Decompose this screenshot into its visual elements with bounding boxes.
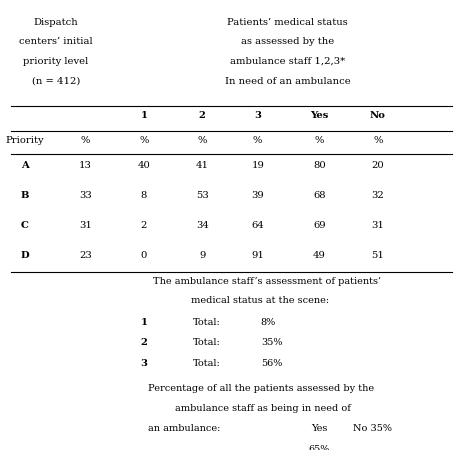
Text: 31: 31 [371,221,384,230]
Text: Dispatch: Dispatch [33,18,78,27]
Text: 80: 80 [313,161,326,170]
Text: as assessed by the: as assessed by the [241,37,334,46]
Text: 51: 51 [371,251,384,260]
Text: 64: 64 [251,221,264,230]
Text: centers’ initial: centers’ initial [19,37,93,46]
Text: 91: 91 [251,251,264,260]
Text: %: % [197,135,207,144]
Text: 8%: 8% [261,318,276,327]
Text: 35%: 35% [261,338,282,347]
Text: 9: 9 [199,251,206,260]
Text: 1: 1 [140,111,147,120]
Text: A: A [21,161,28,170]
Text: 49: 49 [313,251,326,260]
Text: Total:: Total: [193,338,221,347]
Text: 3: 3 [140,359,147,368]
Text: (n = 412): (n = 412) [32,77,80,86]
Text: No 35%: No 35% [353,424,392,433]
Text: 2: 2 [199,111,206,120]
Text: 2: 2 [141,221,147,230]
Text: 3: 3 [254,111,261,120]
Text: Total:: Total: [193,359,221,368]
Text: D: D [20,251,29,260]
Text: In need of an ambulance: In need of an ambulance [225,77,351,86]
Text: Yes: Yes [311,424,327,433]
Text: 1: 1 [140,318,147,327]
Text: %: % [315,135,324,144]
Text: medical status at the scene:: medical status at the scene: [191,296,329,305]
Text: C: C [21,221,28,230]
Text: %: % [81,135,90,144]
Text: 31: 31 [79,221,92,230]
Text: Priority: Priority [5,135,44,144]
Text: 13: 13 [79,161,92,170]
Text: Total:: Total: [193,318,221,327]
Text: 2: 2 [140,338,147,347]
Text: 33: 33 [79,191,92,200]
Text: 19: 19 [251,161,264,170]
Text: priority level: priority level [23,57,89,66]
Text: 53: 53 [196,191,209,200]
Text: No: No [370,111,386,120]
Text: ambulance staff 1,2,3*: ambulance staff 1,2,3* [230,57,345,66]
Text: 69: 69 [313,221,326,230]
Text: %: % [253,135,262,144]
Text: 68: 68 [313,191,326,200]
Text: Percentage of all the patients assessed by the: Percentage of all the patients assessed … [148,384,374,393]
Text: 32: 32 [371,191,384,200]
Text: an ambulance:: an ambulance: [148,424,221,433]
Text: 20: 20 [371,161,384,170]
Text: Patients’ medical status: Patients’ medical status [228,18,348,27]
Text: %: % [373,135,382,144]
Text: 39: 39 [251,191,264,200]
Text: B: B [20,191,29,200]
Text: 41: 41 [196,161,209,170]
Text: The ambulance staff’s assessment of patients’: The ambulance staff’s assessment of pati… [153,277,381,286]
Text: 65%: 65% [309,445,330,450]
Text: 40: 40 [137,161,150,170]
Text: 34: 34 [196,221,209,230]
Text: %: % [139,135,148,144]
Text: ambulance staff as being in need of: ambulance staff as being in need of [175,404,351,413]
Text: 0: 0 [141,251,147,260]
Text: 23: 23 [79,251,92,260]
Text: 8: 8 [141,191,147,200]
Text: 56%: 56% [261,359,282,368]
Text: Yes: Yes [310,111,328,120]
